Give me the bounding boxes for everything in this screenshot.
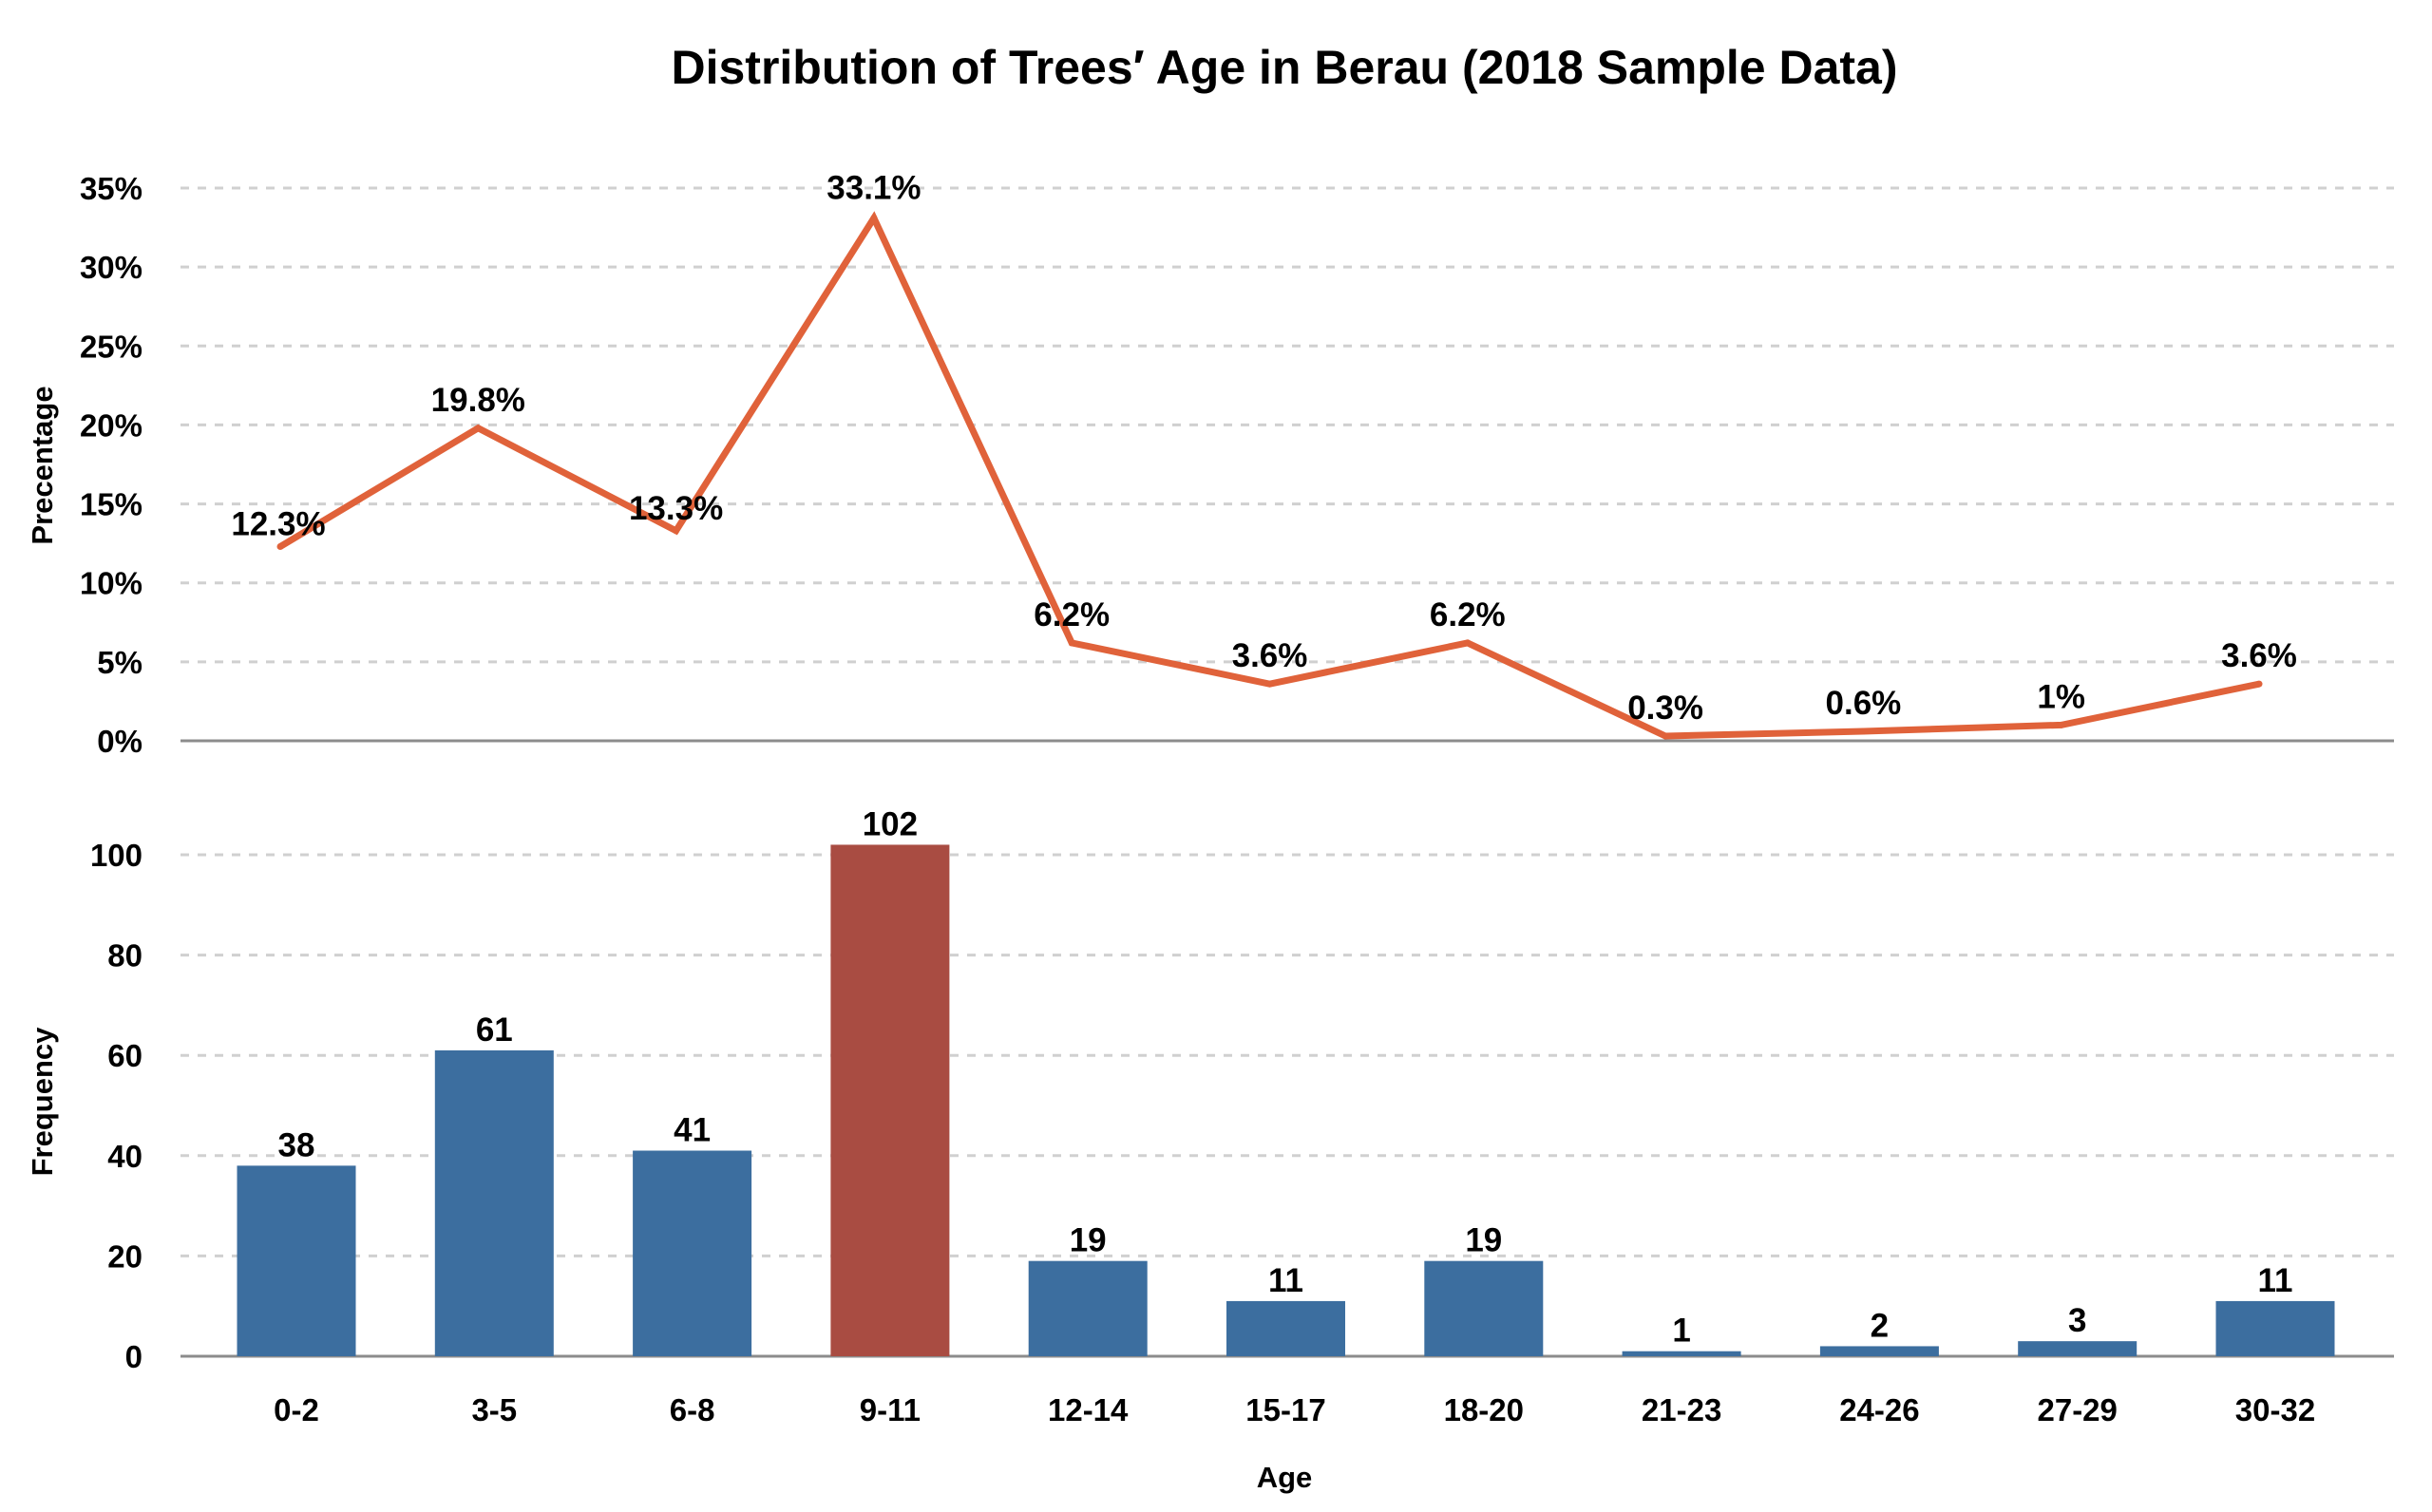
frequency-bar-24-26 [1819,1346,1939,1356]
percentage-data-label-21-23: 0.3% [1627,690,1703,727]
frequency-bar-6-8 [633,1150,752,1356]
frequency-bar-9-11 [830,844,950,1356]
percentage-data-label-18-20: 6.2% [1430,596,1506,633]
percentage-data-label-12-14: 6.2% [1034,596,1110,633]
percentage-point-12-14 [1068,639,1075,647]
percentage-point-24-26 [1859,728,1867,735]
percentage-data-label-27-29: 1% [2037,678,2085,715]
percentage-point-3-5 [474,425,482,432]
percentage-data-label-15-17: 3.6% [1232,637,1308,674]
frequency-data-label-12-14: 19 [1070,1222,1107,1259]
x-tick-label-6-8: 6-8 [670,1392,715,1427]
x-tick-label-15-17: 15-17 [1245,1392,1325,1427]
line-chart-y-tick-label: 5% [97,645,142,680]
percentage-point-15-17 [1266,680,1273,688]
percentage-data-label-9-11: 33.1% [826,170,921,207]
x-axis-label: Age [1257,1461,1313,1494]
frequency-bar-27-29 [2018,1341,2138,1356]
line-chart-y-tick-label: 25% [80,329,142,364]
frequency-data-label-24-26: 2 [1871,1307,1889,1344]
x-tick-label-21-23: 21-23 [1642,1392,1721,1427]
bar-chart-y-tick-label: 100 [90,838,142,873]
percentage-point-9-11 [870,215,878,222]
x-tick-label-9-11: 9-11 [860,1392,921,1427]
chart-title: Distribution of Trees′ Age in Berau (201… [671,41,1897,94]
percentage-point-0-2 [276,542,284,550]
frequency-bar-15-17 [1226,1300,1345,1356]
frequency-data-label-18-20: 19 [1465,1222,1502,1259]
frequency-data-label-30-32: 11 [2258,1262,2293,1299]
x-tick-label-3-5: 3-5 [471,1392,517,1427]
frequency-bar-0-2 [237,1165,356,1356]
percentage-data-label-6-8: 13.3% [629,490,723,527]
percentage-data-label-3-5: 19.8% [431,382,525,419]
line-chart-y-tick-label: 10% [80,566,142,601]
y-axis-label-frequency: Frequency [26,1027,59,1177]
bar-chart-y-tick-label: 60 [107,1038,142,1073]
percentage-point-21-23 [1662,732,1669,740]
x-tick-label-12-14: 12-14 [1048,1392,1129,1427]
percentage-point-27-29 [2058,721,2065,728]
frequency-bar-30-32 [2215,1300,2335,1356]
bar-chart-y-tick-label: 20 [107,1238,142,1274]
percentage-point-18-20 [1464,639,1472,647]
y-axis-label-percentage: Precentage [26,386,59,544]
x-tick-label-27-29: 27-29 [2037,1392,2117,1427]
frequency-bar-3-5 [434,1049,554,1356]
frequency-bar-21-23 [1622,1351,1741,1356]
line-chart-y-tick-label: 20% [80,407,142,443]
bar-chart-y-tick-label: 80 [107,938,142,973]
bar-chart-y-tick-label: 0 [125,1339,142,1374]
frequency-data-label-0-2: 38 [278,1126,315,1163]
frequency-data-label-21-23: 1 [1672,1313,1690,1350]
percentage-data-label-30-32: 3.6% [2221,637,2297,674]
line-chart-y-tick-label: 35% [80,171,142,206]
frequency-data-label-6-8: 41 [674,1112,711,1149]
frequency-data-label-27-29: 3 [2068,1302,2086,1339]
line-chart-y-tick-label: 15% [80,487,142,522]
x-tick-label-0-2: 0-2 [274,1392,319,1427]
percentage-data-label-0-2: 12.3% [231,505,325,542]
percentage-line-chart: 0% 5% 10% 15% 20% 25% 30% 35% 12.3% 19.8% 13.3% 33.… [80,170,2394,759]
x-tick-label-24-26: 24-26 [1839,1392,1919,1427]
frequency-data-label-3-5: 61 [476,1011,513,1049]
percentage-point-6-8 [673,527,680,535]
frequency-data-label-15-17: 11 [1268,1262,1303,1299]
x-tick-label-18-20: 18-20 [1444,1392,1524,1427]
frequency-bar-18-20 [1424,1260,1544,1356]
frequency-data-label-9-11: 102 [863,805,918,842]
percentage-data-label-24-26: 0.6% [1826,685,1902,722]
frequency-bar-12-14 [1028,1260,1148,1356]
frequency-bar-chart: 0 20 40 60 80 100 38 61 41 102 19 11 19 1 2 3 11 0-2 3-5 6-… [90,805,2394,1427]
bar-chart-y-tick-label: 40 [107,1139,142,1174]
line-chart-y-tick-label: 0% [97,724,142,759]
x-tick-label-30-32: 30-32 [2235,1392,2315,1427]
line-chart-y-tick-label: 30% [80,250,142,285]
percentage-point-30-32 [2255,680,2263,688]
